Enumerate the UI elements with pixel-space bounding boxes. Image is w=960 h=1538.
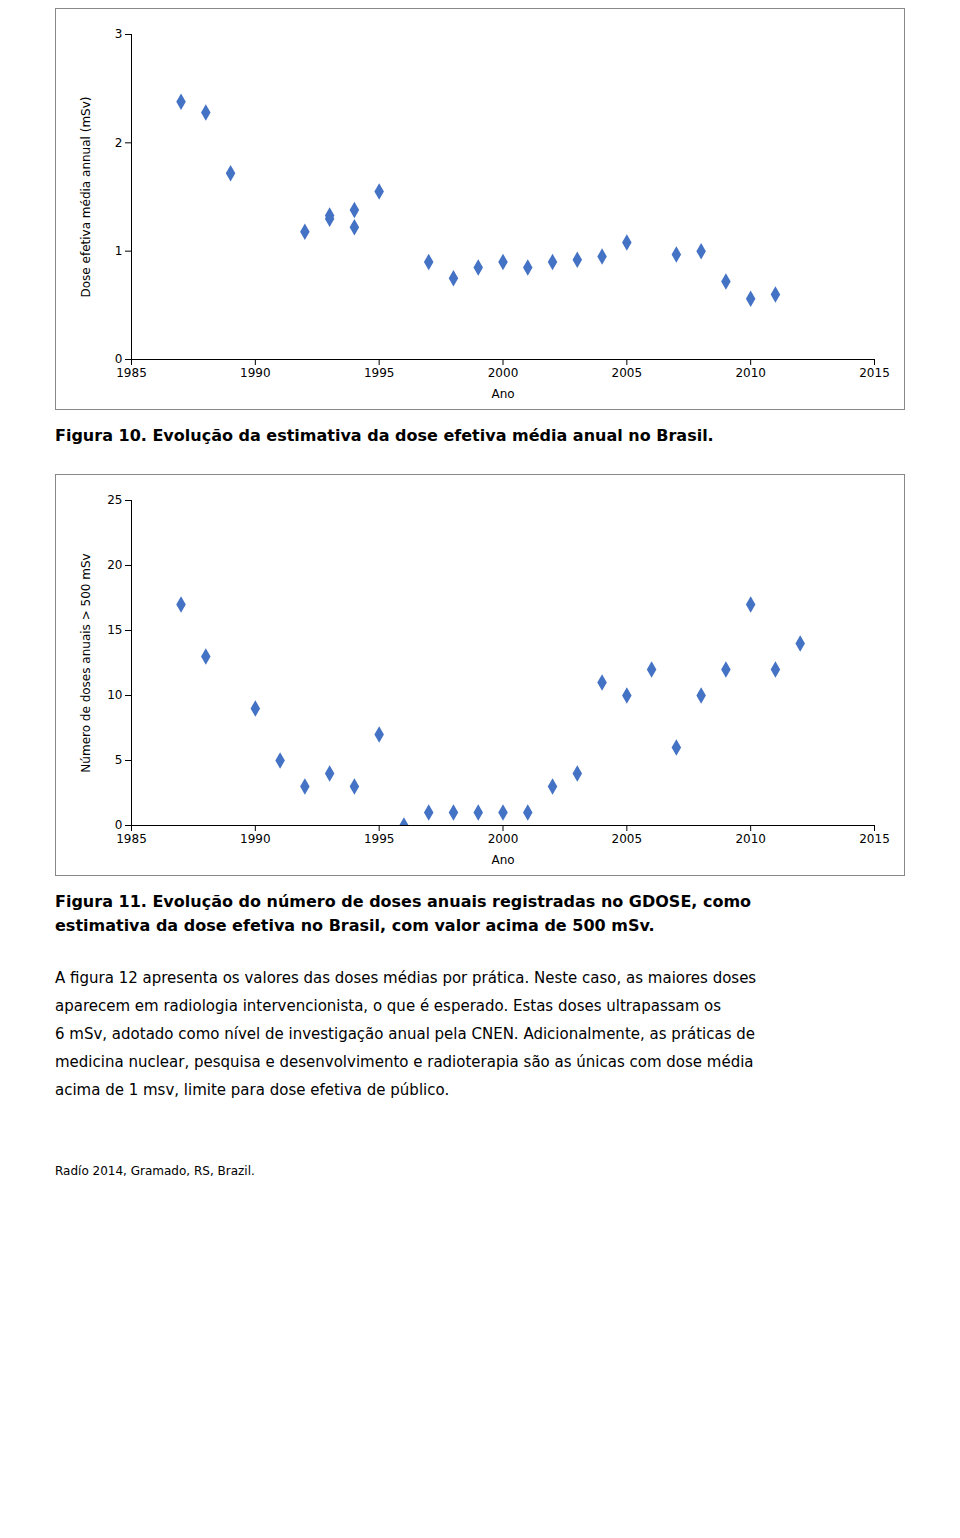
svg-text:Número de doses anuais > 500 m: Número de doses anuais > 500 mSv xyxy=(79,553,93,772)
svg-text:25: 25 xyxy=(107,493,122,507)
svg-text:Ano: Ano xyxy=(491,853,514,867)
html-text:6 mSv, adotado como nível de i: 6 mSv, adotado como nível de investigaçã… xyxy=(55,1025,755,1043)
html-text:medicina nuclear, pesquisa e d: medicina nuclear, pesquisa e desenvolvim… xyxy=(55,1053,754,1071)
svg-text:5: 5 xyxy=(115,753,123,767)
html-text:A figura 12 apresenta os valor: A figura 12 apresenta os valores das dos… xyxy=(55,969,757,987)
svg-text:2005: 2005 xyxy=(612,366,643,380)
svg-text:0: 0 xyxy=(115,818,123,832)
svg-text:2015: 2015 xyxy=(859,366,890,380)
svg-text:1990: 1990 xyxy=(240,832,271,846)
svg-text:2005: 2005 xyxy=(612,832,643,846)
svg-text:Dose efetiva média annual (mSv: Dose efetiva média annual (mSv) xyxy=(79,97,93,298)
html-text:Radío 2014, Gramado, RS, Brazi: Radío 2014, Gramado, RS, Brazil. xyxy=(55,1164,255,1178)
svg-text:2000: 2000 xyxy=(488,832,519,846)
svg-text:15: 15 xyxy=(107,623,122,637)
html-text:Figura 10. Evolução da estimat: Figura 10. Evolução da estimativa da dos… xyxy=(55,426,714,445)
svg-text:1: 1 xyxy=(115,244,123,258)
svg-text:1985: 1985 xyxy=(116,366,147,380)
svg-text:1985: 1985 xyxy=(116,832,147,846)
html-text:Figura 11. Evolução do número: Figura 11. Evolução do número de doses a… xyxy=(55,892,752,935)
svg-text:2010: 2010 xyxy=(735,832,766,846)
svg-text:10: 10 xyxy=(107,688,122,702)
html-text:aparecem em radiologia interve: aparecem em radiologia intervencionista,… xyxy=(55,997,722,1015)
svg-text:20: 20 xyxy=(107,558,122,572)
svg-text:3: 3 xyxy=(115,27,123,41)
svg-text:2015: 2015 xyxy=(859,832,890,846)
svg-text:Ano: Ano xyxy=(491,387,514,401)
svg-text:1995: 1995 xyxy=(364,366,395,380)
html-text:acima de 1 msv, limite para do: acima de 1 msv, limite para dose efetiva… xyxy=(55,1081,450,1099)
svg-text:1995: 1995 xyxy=(364,832,395,846)
svg-text:2010: 2010 xyxy=(735,366,766,380)
svg-text:2: 2 xyxy=(115,136,123,150)
svg-text:0: 0 xyxy=(115,352,123,366)
svg-text:1990: 1990 xyxy=(240,366,271,380)
svg-text:2000: 2000 xyxy=(488,366,519,380)
